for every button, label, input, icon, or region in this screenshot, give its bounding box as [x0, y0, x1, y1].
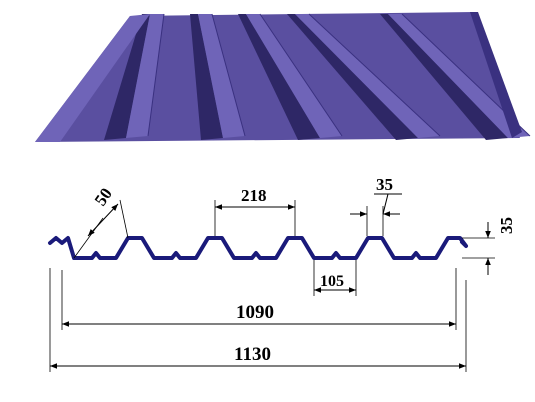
rib-top	[198, 14, 245, 138]
dim-label-rib-pitch: 218	[241, 186, 267, 205]
dimension-rib-pitch: 218	[214, 186, 296, 236]
rib-crest-line	[147, 13, 165, 137]
rib-shadow	[190, 14, 223, 140]
dim-label-rib-top: 35	[376, 175, 393, 194]
sheet-left-edge	[35, 14, 150, 142]
dimension-effective-width: 1090	[61, 268, 457, 330]
dim-label-profile-height: 35	[497, 217, 516, 234]
dim-label-valley-bottom: 105	[320, 273, 344, 290]
profile-line	[48, 236, 468, 260]
dim-label-rib-slant: 50	[91, 184, 116, 209]
rib-top	[388, 14, 530, 138]
rib-shadow	[380, 14, 508, 140]
corrugated-sheet-3d	[35, 12, 531, 142]
rib-shadow	[104, 14, 150, 140]
rib-shadow	[238, 14, 320, 140]
dimension-rib-slant: 50	[73, 184, 129, 259]
rib-crest-line	[211, 13, 246, 137]
dimension-valley-bottom: 105	[313, 260, 357, 296]
rib-crest-line	[308, 13, 441, 137]
sheet-ribs	[104, 13, 531, 140]
rib-top	[246, 14, 342, 138]
dimension-rib-top: 35	[350, 175, 402, 236]
dimension-total-width: 1130	[49, 268, 467, 372]
rib-shadow	[287, 14, 418, 140]
rib-top	[126, 14, 164, 138]
dim-label-total-width: 1130	[234, 344, 271, 365]
rib-top	[295, 14, 440, 138]
profile-cross-section	[48, 236, 468, 260]
dimension-profile-height: 35	[462, 217, 516, 275]
rib-crest-line	[259, 13, 343, 137]
dim-label-effective-width: 1090	[236, 302, 274, 323]
sheet-right-edge	[470, 12, 522, 138]
